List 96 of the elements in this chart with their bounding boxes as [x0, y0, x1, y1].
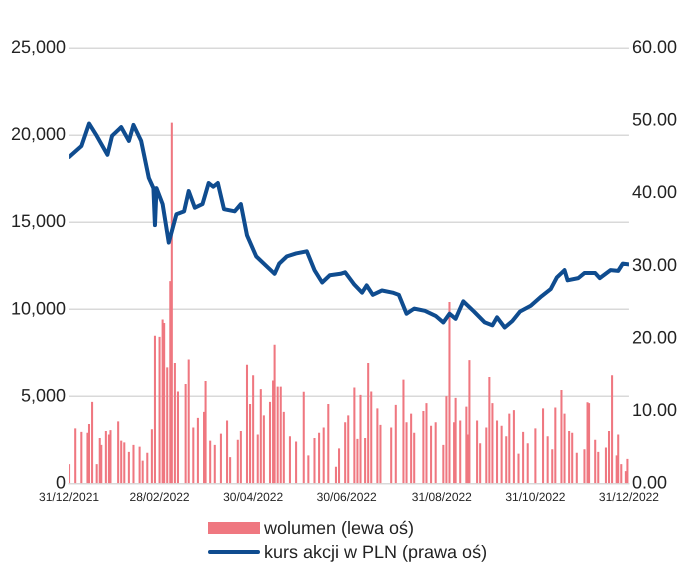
bar: [353, 387, 356, 484]
y2-tick-label: 60.00: [632, 36, 678, 57]
bar: [526, 443, 529, 484]
bar: [554, 407, 556, 484]
bar: [128, 452, 130, 484]
bar: [430, 426, 432, 484]
bar: [280, 386, 282, 484]
bar: [394, 404, 397, 484]
x-tick-label: 31/10/2022: [505, 490, 566, 504]
bar: [347, 415, 350, 484]
bar: [322, 428, 325, 484]
bar: [576, 452, 578, 484]
bar: [246, 364, 248, 484]
bar: [542, 408, 544, 484]
bar: [274, 344, 276, 484]
y2-tick-label: 50.00: [632, 110, 678, 130]
bar: [560, 390, 562, 484]
bar: [313, 438, 316, 484]
legend-label: kurs akcji w PLN (prawa oś): [264, 541, 488, 564]
y-tick-label: 5,000: [21, 385, 66, 406]
bar: [252, 375, 254, 484]
y2-tick-label: 0.00: [632, 472, 668, 493]
bar: [214, 444, 216, 484]
bar: [196, 418, 199, 484]
y-tick-label: 15,000: [10, 211, 66, 232]
bar: [500, 426, 503, 484]
bar: [468, 360, 470, 484]
bar: [617, 434, 620, 484]
bar: [240, 431, 242, 484]
bar: [448, 302, 451, 484]
bar: [295, 441, 298, 484]
bar: [546, 436, 549, 484]
bar: [512, 410, 515, 484]
bar: [611, 375, 614, 484]
bar: [109, 430, 112, 484]
y2-tick-label: 20.00: [632, 327, 678, 348]
y2-tick-label: 10.00: [632, 400, 678, 420]
bar: [571, 432, 574, 484]
bar: [154, 336, 156, 484]
x-tick-label: 28/02/2022: [130, 490, 190, 504]
bar: [496, 420, 498, 484]
bar: [376, 408, 378, 484]
bar: [163, 322, 166, 484]
y-tick-label: 0: [56, 472, 66, 493]
legend-label: wolumen (lewa oś): [264, 517, 414, 540]
x-tick-label: 31/12/2021: [39, 490, 100, 504]
bar: [91, 402, 94, 484]
bar: [488, 376, 490, 484]
bar: [226, 420, 228, 484]
y2-tick-label: 30.00: [632, 254, 678, 275]
bar: [204, 380, 207, 484]
bar: [74, 428, 76, 484]
bar: [476, 420, 478, 484]
bar: [410, 414, 412, 484]
bar: [288, 436, 291, 484]
bar: [220, 434, 222, 484]
bar: [123, 442, 126, 484]
bar: [132, 444, 135, 484]
bar: [568, 431, 570, 484]
bar: [402, 380, 404, 484]
bar: [318, 432, 320, 484]
bar: [522, 432, 524, 484]
bar: [508, 414, 510, 484]
bar: [170, 122, 173, 484]
x-tick-label: 30/04/2022: [223, 490, 284, 504]
bar: [454, 398, 457, 484]
bar: [117, 421, 120, 484]
bar: [138, 446, 141, 484]
bar: [434, 422, 437, 484]
bar: [307, 455, 310, 484]
bar: [367, 363, 370, 484]
x-tick-label: 31/08/2022: [412, 490, 472, 504]
bar: [338, 448, 340, 484]
bar: [534, 428, 536, 484]
bar: [192, 428, 194, 484]
bar: [327, 404, 330, 484]
bar: [209, 440, 212, 484]
y-tick-label: 20,000: [10, 124, 66, 144]
bar: [260, 389, 262, 484]
bar: [594, 440, 596, 484]
bar: [302, 392, 305, 484]
bar: [517, 454, 520, 484]
bar: [459, 420, 462, 484]
bar: [359, 394, 362, 484]
bar: [80, 432, 82, 484]
bar: [626, 458, 628, 484]
y2-tick-label: 40.00: [632, 182, 678, 202]
y-tick-label: 10,000: [10, 298, 66, 318]
bar: [425, 403, 428, 484]
bar: [390, 428, 392, 484]
bar: [188, 360, 190, 484]
y-tick-label: 25,000: [10, 36, 66, 57]
bar: [104, 431, 107, 484]
x-tick-label: 30/06/2022: [316, 490, 378, 504]
bar: [146, 452, 148, 484]
x-tick-label: 31/12/2022: [598, 490, 660, 504]
